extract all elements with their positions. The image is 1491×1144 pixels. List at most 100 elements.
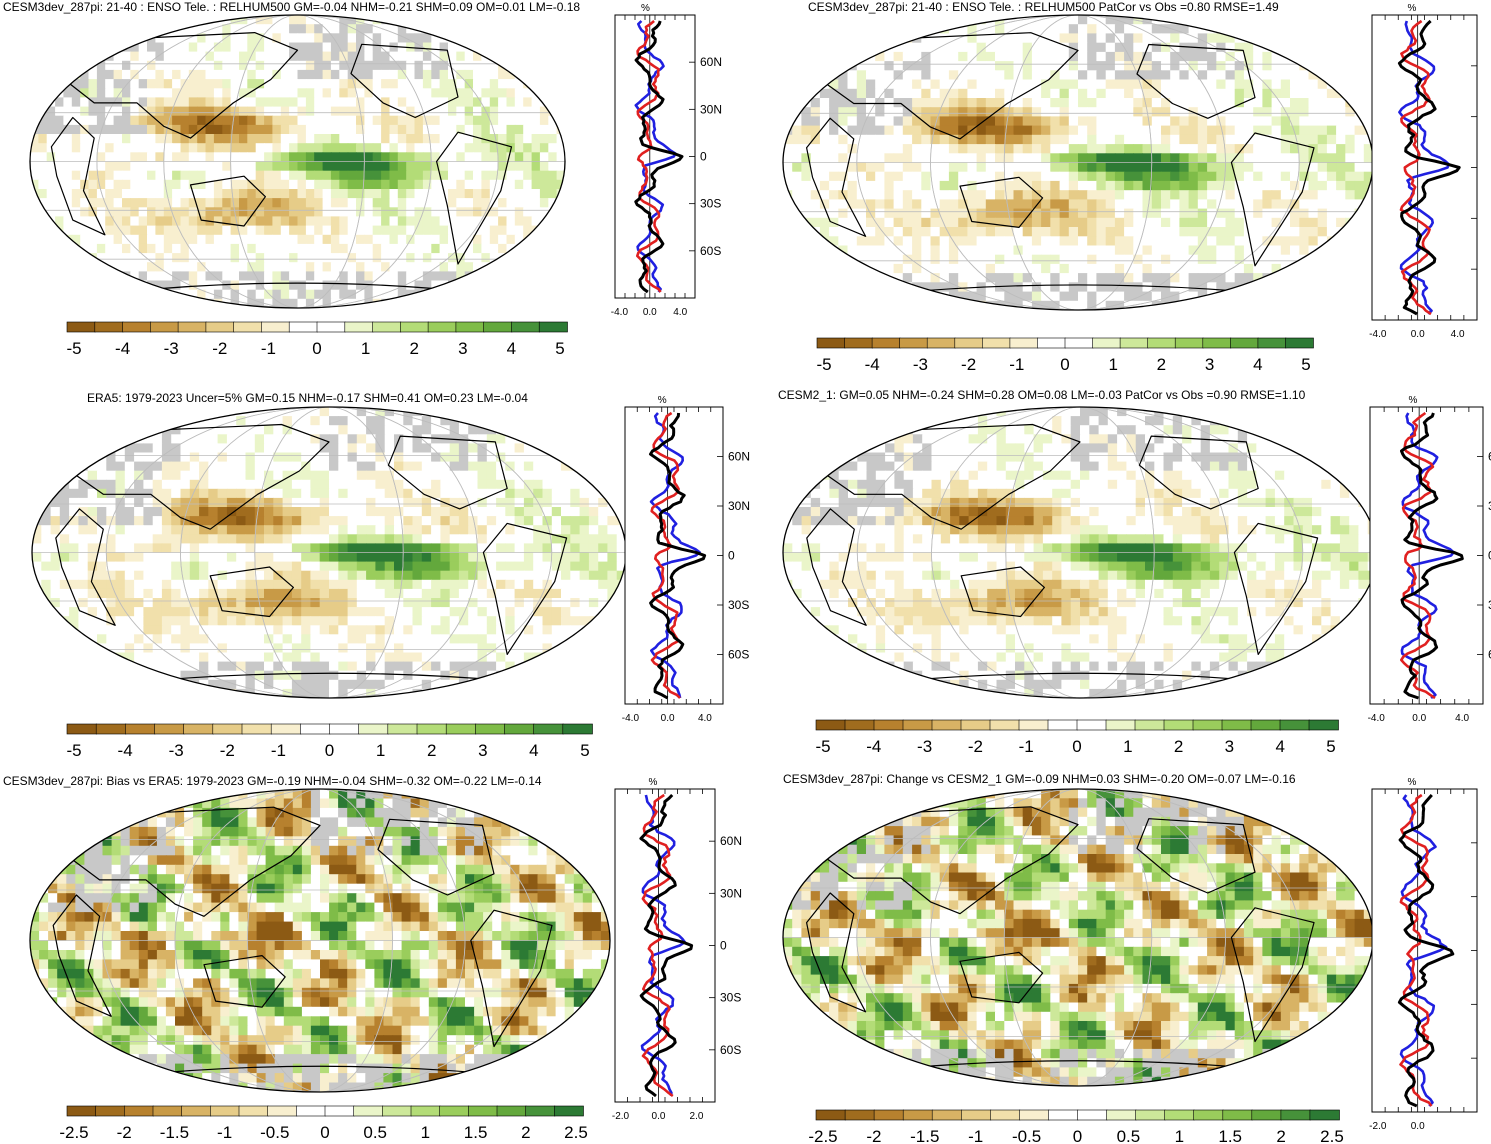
colorbar-swatch — [1279, 719, 1310, 731]
colorbar-swatch — [525, 1105, 556, 1117]
colorbar-swatch — [122, 321, 152, 333]
profile-y-tick-label: 6 — [1488, 450, 1491, 464]
colorbar-swatch — [931, 719, 962, 731]
colorbar-tick-label: 5 — [1326, 737, 1335, 756]
model-profile-line — [1400, 411, 1436, 700]
mean-profile-line — [639, 793, 694, 1098]
colorbar-tick-label: 5 — [555, 339, 564, 358]
colorbar-tick-label: -1.5 — [160, 1123, 189, 1142]
map-graticule — [783, 15, 1373, 310]
profile-x-tick-label: 0.0 — [1412, 713, 1426, 724]
panel-title: ERA5: 1979-2023 Uncer=5% GM=0.15 NHM=-0.… — [87, 391, 528, 405]
obs-profile-line — [1398, 20, 1450, 315]
obs-profile-line — [1399, 794, 1448, 1107]
colorbar-swatch — [1076, 719, 1107, 731]
colorbar-swatch — [989, 1109, 1021, 1121]
colorbar-tick-label: 2 — [1276, 1127, 1285, 1144]
colorbar-swatch — [399, 321, 429, 333]
zonal-profile: % 60N 30N 0 30S 60S -4.0 0.0 4.0 — [622, 395, 750, 724]
profile-unit-label: % — [649, 777, 658, 788]
australia-outline — [203, 955, 286, 1008]
colorbar-swatch — [1092, 337, 1121, 349]
colorbar-swatch — [1280, 1109, 1311, 1121]
obs-profile-line — [649, 412, 701, 699]
model-profile-line — [1399, 19, 1432, 316]
colorbar-swatch — [871, 337, 901, 349]
colorbar-tick-label: 2 — [409, 339, 418, 358]
colorbar-swatch — [1193, 1109, 1224, 1121]
colorbar-swatch — [150, 321, 179, 333]
colorbar-swatch — [288, 321, 318, 333]
africa-outline — [50, 116, 106, 236]
profile-y-tick-label: 30S — [700, 197, 721, 211]
colorbar-swatch — [899, 337, 929, 349]
colorbar-tick-label: 3 — [1225, 737, 1234, 756]
colorbar-swatch — [238, 1105, 269, 1117]
colorbar-swatch — [483, 321, 513, 333]
colorbar-swatch — [94, 321, 124, 333]
north-america-outline — [350, 43, 459, 119]
colorbar-swatch — [844, 337, 873, 349]
colorbar-tick-label: 0 — [325, 741, 334, 760]
australia-outline — [959, 951, 1044, 1004]
map-field — [30, 15, 565, 308]
colorbar-swatch — [1048, 1109, 1079, 1121]
map-graticule — [783, 789, 1373, 1086]
colorbar-tick-label: -5 — [815, 737, 830, 756]
profile-y-tick-label: 0 — [1488, 549, 1491, 563]
profile-x-tick-label: 0.0 — [652, 1111, 666, 1122]
zonal-profile: % 60N 30N 0 30S 60S -2.0 0.0 2.0 — [612, 777, 742, 1122]
colorbar-swatch — [344, 321, 374, 333]
colorbar-tick-label: 0.5 — [363, 1123, 387, 1142]
colorbar-tick-label: -4 — [866, 737, 881, 756]
panel-title: CESM2_1: GM=0.05 NHM=-0.24 SHM=0.28 OM=0… — [778, 388, 1306, 402]
south-america-outline — [1230, 132, 1315, 267]
model-profile-line — [636, 20, 662, 293]
africa-outline — [806, 508, 867, 626]
map-field — [783, 789, 1373, 1086]
mean-profile-line — [1397, 794, 1455, 1108]
colorbar-swatch — [902, 719, 933, 731]
colorbar-swatch — [66, 321, 96, 333]
colorbar-tick-label: -1 — [261, 339, 276, 358]
colorbar-swatch — [416, 723, 448, 735]
mean-profile-line — [634, 20, 684, 294]
panel-title: CESM3dev_287pi: Change vs CESM2_1 GM=-0.… — [783, 772, 1296, 786]
profile-y-tick-label: 0 — [728, 549, 735, 563]
colorbar-tick-label: -2 — [866, 1127, 881, 1144]
colorbar-swatch — [1135, 1109, 1166, 1121]
colorbar-tick-label: 2.5 — [564, 1123, 588, 1142]
colorbar: -5 -4 -3 -2 -1 0 1 2 3 4 5 — [66, 723, 593, 760]
profile-unit-label: % — [658, 395, 667, 406]
colorbar-swatch — [960, 1109, 992, 1121]
colorbar-tick-label: -3 — [164, 339, 179, 358]
profile-y-tick-label: 60S — [720, 1043, 741, 1057]
map-graticule — [32, 407, 626, 698]
colorbar-tick-label: 1 — [1175, 1127, 1184, 1144]
colorbar-swatch — [873, 719, 904, 731]
mean-profile-line — [649, 412, 707, 700]
colorbar-tick-label: 2 — [1174, 737, 1183, 756]
colorbar-swatch — [241, 723, 273, 735]
colorbar-swatch — [1018, 719, 1049, 731]
colorbar-swatch — [954, 337, 984, 349]
colorbar-swatch — [445, 723, 477, 735]
colorbar-swatch — [1221, 719, 1252, 731]
colorbar-swatch — [1147, 337, 1177, 349]
colorbar-swatch — [1037, 337, 1066, 349]
profile-y-tick-label: 30N — [720, 886, 742, 900]
colorbar-tick-label: -0.5 — [1012, 1127, 1041, 1144]
profile-y-tick-label: 60N — [720, 834, 742, 848]
colorbar-swatch — [989, 719, 1020, 731]
colorbar-swatch — [1047, 719, 1078, 731]
south-america-outline — [436, 131, 513, 265]
colorbar-swatch — [387, 723, 418, 735]
south-america-outline — [482, 522, 568, 655]
profile-y-tick-label: 60S — [728, 648, 749, 662]
colorbar: -2.5 -2 -1.5 -1 -0.5 0 0.5 1 1.5 2 2.5 — [59, 1105, 588, 1142]
colorbar-swatch — [844, 1109, 875, 1121]
colorbar-tick-label: -1 — [1019, 737, 1034, 756]
colorbar-swatch — [1222, 1109, 1253, 1121]
profile-x-tick-label: 4.0 — [698, 713, 712, 724]
profile-y-tick-label: 0 — [720, 939, 727, 953]
